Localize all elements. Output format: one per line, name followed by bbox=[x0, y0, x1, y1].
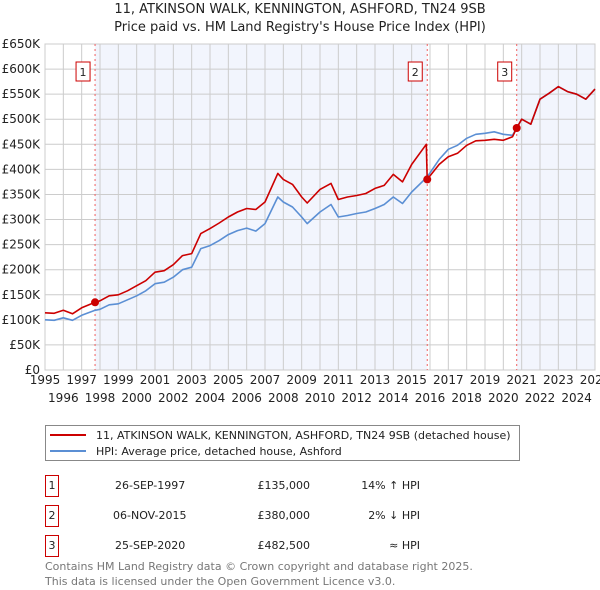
sale-price: £135,000 bbox=[257, 479, 311, 492]
sale-point bbox=[91, 298, 100, 307]
x-tick-label: 2008 bbox=[268, 391, 299, 405]
y-tick-label: £600K bbox=[2, 62, 42, 76]
y-tick-label: £300K bbox=[2, 213, 42, 227]
x-tick-label: 2020 bbox=[488, 391, 519, 405]
sale-hpi-compare: 2% ↓ HPI bbox=[368, 509, 420, 522]
chart-title: 11, ATKINSON WALK, KENNINGTON, ASHFORD, … bbox=[114, 2, 486, 17]
x-tick-label: 2014 bbox=[378, 391, 409, 405]
x-tick-label: 2023 bbox=[543, 373, 574, 387]
y-tick-label: £0 bbox=[25, 363, 40, 377]
sale-point bbox=[512, 124, 521, 133]
x-tick-label: 2024 bbox=[561, 391, 592, 405]
x-tick-label: 2025 bbox=[580, 373, 600, 387]
x-tick-label: 2003 bbox=[176, 373, 207, 387]
x-tick-label: 1999 bbox=[103, 373, 134, 387]
property-price-line bbox=[44, 85, 596, 315]
sale-badge-label: 2 bbox=[412, 66, 419, 79]
sale-hpi-compare: 14% ↑ HPI bbox=[361, 479, 420, 492]
legend-swatch-red bbox=[50, 434, 86, 436]
sale-badge bbox=[407, 61, 423, 82]
x-tick-label: 2021 bbox=[506, 373, 537, 387]
y-tick-label: £100K bbox=[2, 313, 42, 327]
x-tick-label: 2004 bbox=[195, 391, 226, 405]
sale-hpi-compare: ≈ HPI bbox=[389, 539, 420, 552]
legend-item-property: 11, ATKINSON WALK, KENNINGTON, ASHFORD, … bbox=[50, 427, 511, 443]
legend: 11, ATKINSON WALK, KENNINGTON, ASHFORD, … bbox=[45, 425, 520, 461]
chart-subtitle: Price paid vs. HM Land Registry's House … bbox=[114, 20, 486, 35]
sale-marker-badge: 1 bbox=[45, 475, 59, 497]
table-row: 2 06-NOV-2015 £380,000 2% ↓ HPI bbox=[45, 505, 465, 527]
table-row: 3 25-SEP-2020 £482,500 ≈ HPI bbox=[45, 535, 465, 557]
x-tick-label: 2006 bbox=[231, 391, 262, 405]
x-tick-label: 2000 bbox=[121, 391, 152, 405]
y-tick-label: £250K bbox=[2, 238, 42, 252]
x-tick-label: 2015 bbox=[396, 373, 427, 387]
y-tick-label: £550K bbox=[2, 87, 42, 101]
x-tick-label: 2010 bbox=[305, 391, 336, 405]
x-tick-label: 2017 bbox=[433, 373, 464, 387]
shaded-period bbox=[95, 44, 428, 370]
sale-badge-label: 1 bbox=[80, 66, 87, 79]
legend-label: 11, ATKINSON WALK, KENNINGTON, ASHFORD, … bbox=[96, 428, 511, 442]
y-tick-label: £50K bbox=[9, 338, 41, 352]
licence-note: This data is licensed under the Open Gov… bbox=[45, 575, 396, 588]
x-tick-label: 2013 bbox=[360, 373, 391, 387]
price-chart: £0 £50K £100K £150K £200K £250K £300K £350K £400… bbox=[2, 37, 600, 405]
sale-badge bbox=[497, 61, 513, 82]
legend-swatch-blue bbox=[50, 450, 86, 452]
sale-badge bbox=[75, 61, 91, 82]
sale-badge-label: 3 bbox=[501, 66, 508, 79]
y-tick-label: £150K bbox=[2, 288, 42, 302]
x-tick-label: 1995 bbox=[30, 373, 61, 387]
sale-date: 26-SEP-1997 bbox=[115, 479, 186, 492]
sale-date: 25-SEP-2020 bbox=[115, 539, 186, 552]
y-tick-label: £500K bbox=[2, 112, 42, 126]
y-tick-label: £200K bbox=[2, 263, 42, 277]
sale-point bbox=[423, 175, 432, 184]
y-tick-label: £450K bbox=[2, 137, 42, 151]
y-tick-label: £350K bbox=[2, 187, 42, 201]
legend-item-hpi: HPI: Average price, detached house, Ashf… bbox=[50, 443, 511, 459]
x-tick-label: 2018 bbox=[451, 391, 482, 405]
x-tick-label: 2005 bbox=[213, 373, 244, 387]
x-tick-label: 2012 bbox=[341, 391, 372, 405]
sale-price: £482,500 bbox=[257, 539, 311, 552]
y-tick-label: £400K bbox=[2, 162, 42, 176]
shaded-period bbox=[516, 44, 595, 370]
x-tick-label: 2019 bbox=[470, 373, 501, 387]
x-tick-label: 2022 bbox=[525, 391, 556, 405]
sale-marker-badge: 2 bbox=[45, 505, 59, 527]
x-tick-label: 1997 bbox=[66, 373, 97, 387]
x-tick-label: 2001 bbox=[140, 373, 171, 387]
x-tick-label: 2011 bbox=[323, 373, 354, 387]
x-tick-label: 2002 bbox=[158, 391, 189, 405]
legend-label: HPI: Average price, detached house, Ashf… bbox=[96, 444, 342, 458]
copyright-note: Contains HM Land Registry data © Crown c… bbox=[45, 560, 473, 573]
x-tick-label: 2016 bbox=[415, 391, 446, 405]
x-tick-label: 1998 bbox=[85, 391, 116, 405]
sale-date: 06-NOV-2015 bbox=[113, 509, 187, 522]
x-tick-label: 2009 bbox=[286, 373, 317, 387]
plot-frame bbox=[44, 43, 596, 371]
sale-price: £380,000 bbox=[257, 509, 311, 522]
table-row: 1 26-SEP-1997 £135,000 14% ↑ HPI bbox=[45, 475, 465, 497]
sale-marker-badge: 3 bbox=[45, 535, 59, 557]
x-tick-label: 2007 bbox=[250, 373, 281, 387]
y-tick-label: £650K bbox=[2, 37, 42, 51]
x-tick-label: 1996 bbox=[48, 391, 79, 405]
